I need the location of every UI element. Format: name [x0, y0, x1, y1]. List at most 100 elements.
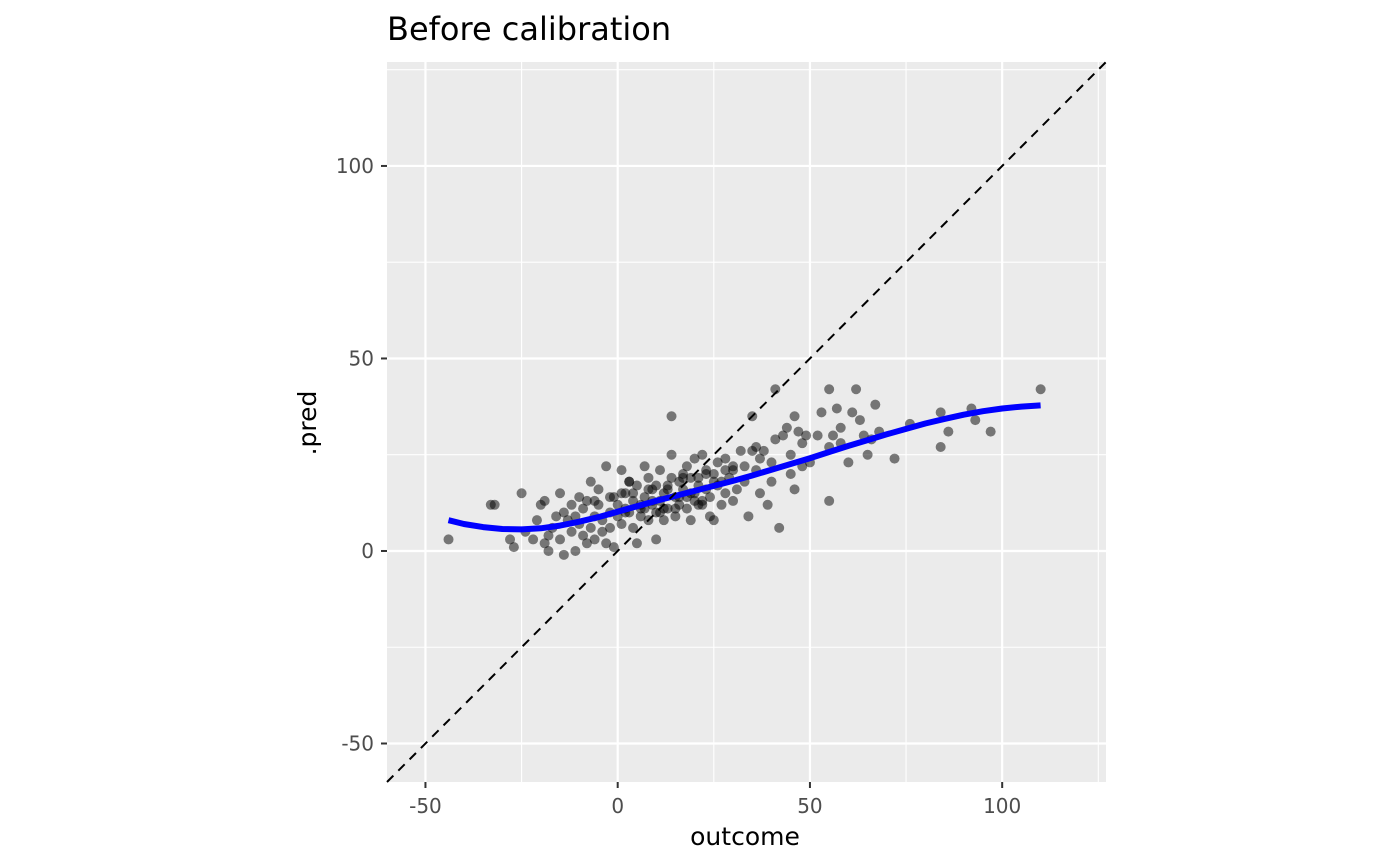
data-point [854, 415, 865, 426]
data-point [605, 522, 616, 533]
data-point [608, 542, 619, 553]
major-gridlines [387, 62, 1106, 782]
data-point [628, 522, 639, 533]
data-point [681, 503, 692, 514]
data-point [801, 430, 812, 441]
data-point [666, 411, 677, 422]
data-point [654, 507, 665, 518]
data-point [851, 384, 862, 395]
data-point [781, 422, 792, 433]
data-point [543, 545, 554, 556]
data-point [670, 503, 681, 514]
data-point [616, 488, 627, 499]
data-point [639, 492, 650, 503]
data-point [578, 503, 589, 514]
data-point [697, 449, 708, 460]
data-point [704, 492, 715, 503]
data-point [720, 465, 731, 476]
data-point [847, 407, 858, 418]
data-point [558, 507, 569, 518]
data-point [758, 445, 769, 456]
y-tick-label: 100 [336, 154, 374, 178]
x-tick-label: 0 [611, 794, 624, 818]
data-point [816, 407, 827, 418]
y-axis-title: .pred [293, 391, 322, 456]
data-point [601, 461, 612, 472]
data-point [708, 515, 719, 526]
data-point [812, 430, 823, 441]
data-point [489, 499, 500, 510]
data-point [551, 511, 562, 522]
data-point [666, 472, 677, 483]
plot-panel [387, 62, 1106, 782]
data-point [824, 495, 835, 506]
data-point [654, 465, 665, 476]
data-point [843, 457, 854, 468]
data-point [566, 499, 577, 510]
data-point [785, 468, 796, 479]
data-point [935, 442, 946, 453]
data-point [585, 476, 596, 487]
data-point [612, 499, 623, 510]
x-axis-title: outcome [690, 822, 800, 851]
data-point [643, 472, 654, 483]
data-point [616, 519, 627, 530]
data-point [766, 476, 777, 487]
data-point [570, 545, 581, 556]
data-point [754, 453, 765, 464]
data-point [658, 515, 669, 526]
data-point [774, 522, 785, 533]
data-point [628, 495, 639, 506]
data-point [443, 534, 454, 545]
data-point [970, 415, 981, 426]
data-point [739, 461, 750, 472]
data-point [631, 480, 642, 491]
data-point [678, 472, 689, 483]
data-point [685, 515, 696, 526]
y-axis-ticks: -50 0 50 100 [336, 154, 387, 755]
data-point [835, 422, 846, 433]
data-point [731, 484, 742, 495]
data-point [789, 411, 800, 422]
data-point [578, 530, 589, 541]
data-point [735, 445, 746, 456]
data-point [670, 511, 681, 522]
data-point [716, 499, 727, 510]
data-point [570, 511, 581, 522]
x-tick-label: 100 [983, 794, 1021, 818]
data-point [870, 399, 881, 410]
data-point [862, 449, 873, 460]
data-point [1035, 384, 1046, 395]
data-point [793, 426, 804, 437]
data-point [635, 511, 646, 522]
data-point [720, 453, 731, 464]
data-point [581, 538, 592, 549]
data-point [651, 480, 662, 491]
data-point [720, 488, 731, 499]
data-point [597, 526, 608, 537]
data-point [747, 445, 758, 456]
data-point [701, 468, 712, 479]
data-point [728, 465, 739, 476]
y-tick-label: 50 [349, 346, 374, 370]
data-point [539, 495, 550, 506]
data-point [639, 461, 650, 472]
data-point [616, 465, 627, 476]
data-point [728, 495, 739, 506]
data-point [628, 488, 639, 499]
data-point [516, 488, 527, 499]
data-point [558, 549, 569, 560]
data-point [539, 538, 550, 549]
data-point [585, 522, 596, 533]
y-tick-label: -50 [341, 731, 374, 755]
x-tick-label: -50 [409, 794, 442, 818]
data-point [601, 538, 612, 549]
data-point [566, 526, 577, 537]
data-point [681, 461, 692, 472]
data-point [662, 484, 673, 495]
data-point [831, 403, 842, 414]
y-tick-label: 0 [361, 539, 374, 563]
data-point [689, 453, 700, 464]
data-point [762, 499, 773, 510]
